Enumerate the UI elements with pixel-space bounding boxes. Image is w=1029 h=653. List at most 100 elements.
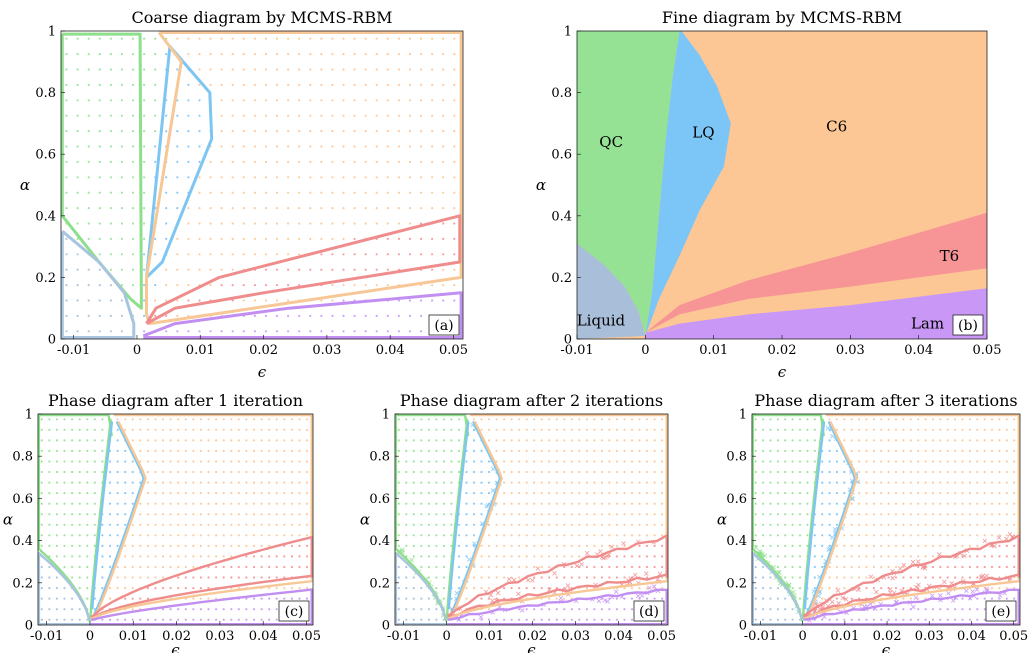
sample-point [242, 68, 245, 71]
sample-point [287, 99, 290, 102]
panel-tag: (a) [434, 318, 453, 334]
sample-point [305, 513, 309, 516]
sample-point [98, 284, 101, 287]
sample-point [487, 534, 491, 537]
y-tick-label: 0.4 [35, 209, 56, 224]
sample-point [813, 439, 816, 442]
sample-point [63, 481, 66, 484]
sample-point [139, 523, 142, 526]
qc-lq-boundary-line [445, 419, 469, 620]
sample-point [769, 513, 772, 516]
sample-point [364, 191, 367, 194]
sample-point [518, 544, 521, 548]
sample-dots-d [397, 418, 664, 621]
sample-point [76, 130, 79, 133]
sample-point [976, 534, 979, 537]
sample-point [386, 237, 389, 240]
sample-point [769, 428, 772, 431]
sample-point [894, 587, 898, 590]
sample-point [287, 314, 290, 317]
sample-point [661, 534, 664, 537]
sample-point [495, 513, 498, 516]
sample-point [364, 284, 367, 287]
sample-point [487, 428, 491, 431]
sample-point [298, 253, 301, 256]
sample-point [264, 83, 268, 86]
sample-point [275, 576, 278, 579]
sample-point [220, 207, 223, 210]
sample-point [55, 492, 59, 495]
sample-point [533, 576, 536, 579]
sample-point [397, 565, 400, 569]
sample-point [946, 608, 949, 611]
sample-point [776, 555, 780, 558]
sample-point [887, 449, 890, 452]
sample-point [961, 576, 964, 579]
sample-point [215, 576, 218, 579]
sample-point [187, 222, 190, 225]
sample-point [540, 608, 543, 611]
sample-point [165, 330, 168, 333]
refined-sample-cross [856, 587, 861, 593]
sample-point [309, 68, 312, 71]
sample-point [86, 587, 89, 590]
x-tick-label: 0.05 [647, 629, 676, 644]
sample-point [342, 114, 345, 117]
sample-point [40, 470, 43, 474]
sample-point [525, 428, 528, 431]
sample-point [116, 492, 119, 495]
sample-point [397, 237, 400, 240]
sample-point [169, 608, 172, 611]
sample-point [623, 460, 626, 463]
sample-point [946, 513, 949, 516]
sample-point [431, 160, 434, 163]
sample-point [570, 555, 573, 558]
sample-point [408, 253, 412, 256]
sample-point [487, 565, 491, 569]
sample-point [161, 587, 165, 590]
sample-point [253, 83, 256, 86]
sample-point [63, 608, 66, 611]
region-label-lam: Lam [911, 315, 944, 333]
sample-point [924, 470, 927, 474]
sample-point [917, 439, 920, 442]
sample-point [275, 330, 279, 333]
sample-point [902, 428, 905, 431]
sample-point [86, 597, 89, 600]
sample-point [275, 83, 279, 86]
sample-point [630, 460, 634, 463]
sample-point [806, 481, 809, 484]
sample-point [86, 470, 89, 474]
sample-point [894, 513, 898, 516]
sample-point [442, 99, 445, 102]
sample-point [222, 460, 225, 463]
sample-point [76, 160, 79, 163]
sample-point [76, 284, 79, 287]
sample-point [287, 130, 290, 133]
sample-point [220, 68, 223, 71]
sample-point [320, 268, 323, 271]
sample-point [408, 114, 412, 117]
sample-point [615, 502, 619, 505]
sample-point [364, 37, 367, 40]
sample-point [199, 544, 202, 548]
sample-point [850, 439, 853, 442]
sample-point [309, 99, 312, 102]
sample-point [450, 439, 453, 442]
sample-point [165, 222, 168, 225]
sample-point [578, 418, 581, 421]
sample-point [769, 492, 772, 495]
sample-point [290, 565, 293, 569]
x-tick-label: 0 [133, 343, 141, 358]
sample-point [762, 481, 765, 484]
sample-point [237, 576, 240, 579]
sample-point [283, 597, 286, 600]
sample-point [762, 428, 765, 431]
sample-point [555, 502, 558, 505]
sample-point [331, 330, 334, 333]
refined-sample-cross [901, 562, 907, 568]
sample-point [776, 587, 780, 590]
sample-point [880, 460, 883, 463]
refined-sample-cross [946, 591, 951, 596]
sample-point [887, 513, 890, 516]
